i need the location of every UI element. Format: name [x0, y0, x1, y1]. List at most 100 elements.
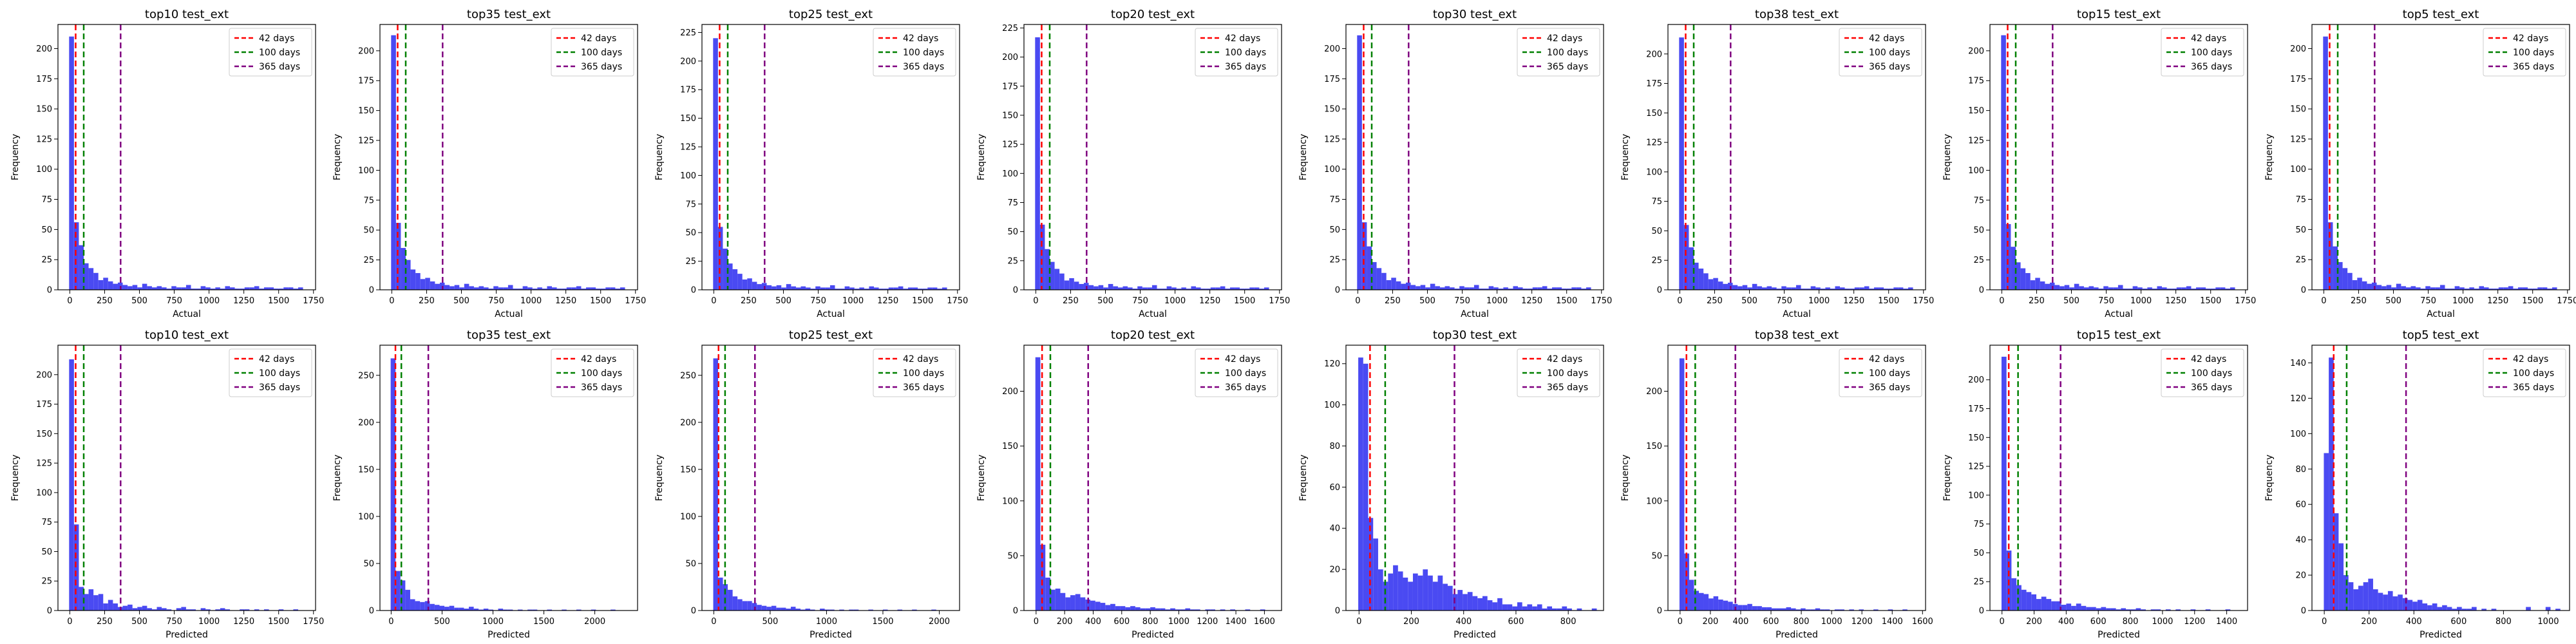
legend: 42 days 100 days 365 days — [551, 348, 634, 397]
histogram-bar — [2469, 287, 2474, 290]
y-tick-label: 25 — [1329, 256, 1340, 265]
legend-entry-label: 42 days — [2191, 354, 2226, 365]
histogram-bar — [1388, 573, 1394, 611]
y-tick-label: 75 — [1973, 196, 1984, 205]
histogram-bar — [1432, 582, 1438, 611]
legend-entry-label: 42 days — [1869, 354, 1904, 365]
histogram-bar — [2518, 287, 2523, 290]
histogram-bar — [395, 571, 401, 611]
histogram-bar — [2488, 289, 2494, 290]
histogram-bar — [2016, 585, 2022, 611]
histogram-bar — [772, 286, 777, 290]
y-tick-label: 25 — [41, 577, 52, 587]
y-tick-label: 100 — [1002, 169, 1018, 179]
histogram-bar — [185, 609, 191, 611]
histogram-bar — [527, 609, 533, 611]
x-tick-label: 1400 — [1226, 617, 1247, 627]
x-tick-label: 1750 — [1913, 296, 1934, 306]
histogram-bar — [1122, 286, 1128, 290]
legend-box — [551, 348, 634, 397]
histogram-bar — [1423, 569, 1428, 611]
histogram-bar — [1874, 287, 1879, 290]
x-tick-label: 0 — [1034, 617, 1039, 627]
histogram-bar — [1240, 289, 1245, 290]
histogram-bar — [2088, 286, 2094, 290]
histogram-bar — [1113, 286, 1118, 290]
histogram-bar — [2196, 287, 2201, 290]
legend-entry-label: 365 days — [903, 383, 944, 393]
histogram-bar — [1562, 289, 1567, 290]
x-tick-label: 1000 — [1821, 617, 1842, 627]
histogram-bar — [2532, 289, 2538, 290]
histogram-bar — [176, 287, 182, 290]
histogram-bar — [2071, 605, 2076, 611]
histogram-bar — [162, 608, 167, 611]
histogram-bar — [254, 286, 260, 290]
y-tick-label: 100 — [1646, 497, 1662, 506]
histogram-bar — [2333, 513, 2339, 611]
histogram-panel: 0 200 400 600 800 1000 1200 1400 1600 0 50 100 150 20… — [1620, 328, 1933, 640]
histogram-bar — [2342, 268, 2348, 290]
y-tick-label: 50 — [1329, 225, 1340, 235]
y-tick-label: 50 — [1651, 551, 1662, 561]
histogram-bar — [473, 287, 479, 290]
histogram-panel: 0 250 500 750 1000 1250 1500 1750 0 25 50 75 100 125 1… — [976, 8, 1290, 319]
histogram-bar — [776, 285, 782, 290]
histogram-bar — [1835, 286, 1841, 290]
y-tick-label: 150 — [680, 465, 696, 475]
histogram-bar — [1547, 606, 1552, 611]
histogram-bar — [2054, 285, 2060, 290]
histogram-bar — [1088, 285, 1094, 290]
histogram-bar — [278, 609, 284, 611]
histogram-bar — [1487, 600, 1493, 611]
y-tick-label: 200 — [680, 57, 696, 66]
y-tick-label: 25 — [2295, 256, 2306, 265]
axes-frame — [1345, 24, 1604, 290]
histogram-bar — [1557, 608, 1562, 611]
histogram-bars — [1035, 357, 1265, 611]
x-tick-label: 500 — [131, 617, 147, 627]
histogram-bar — [430, 281, 435, 290]
histogram-bars — [2324, 357, 2561, 611]
y-tick-label: 0 — [1013, 607, 1018, 616]
histogram-bar — [2165, 609, 2171, 611]
histogram-bar — [2110, 608, 2116, 611]
y-tick-label: 75 — [1329, 195, 1340, 205]
histogram-bar — [2113, 287, 2118, 290]
histogram-bar — [1542, 286, 1548, 290]
y-tick-label: 200 — [1324, 44, 1340, 54]
histogram-bar — [2523, 287, 2528, 290]
axes-frame — [2311, 24, 2570, 290]
x-tick-label: 500 — [775, 296, 791, 306]
histogram-bar — [1264, 287, 1269, 290]
legend-entry-label: 42 days — [903, 33, 938, 44]
histogram-bar — [757, 284, 762, 290]
y-tick-label: 175 — [1968, 77, 1984, 86]
histogram-bar — [829, 285, 835, 290]
legend-entry-label: 100 days — [903, 48, 944, 58]
histogram-bar — [942, 287, 947, 290]
histogram-bar — [142, 283, 147, 290]
histogram-bar — [2464, 289, 2470, 290]
x-tick-label: 500 — [131, 296, 147, 306]
histogram-bar — [1254, 287, 1260, 290]
legend-entry-label: 42 days — [2191, 33, 2226, 44]
histogram-bar — [2210, 289, 2216, 290]
histogram-bar — [2121, 608, 2126, 611]
chart-title: top15 test_ext — [2077, 8, 2161, 21]
histogram-bar — [2051, 601, 2056, 611]
axes-frame — [1667, 24, 1926, 290]
histogram-bar — [2076, 603, 2081, 611]
histogram-bar — [196, 289, 201, 290]
y-tick-label: 175 — [36, 400, 52, 410]
y-tick-label: 125 — [1968, 137, 1984, 146]
histogram-bar — [122, 605, 128, 611]
histogram-bar — [2362, 281, 2367, 290]
histogram-bar — [498, 609, 504, 611]
histogram-bar — [2508, 286, 2514, 290]
axes-frame — [1989, 24, 2248, 290]
histogram-bar — [406, 260, 411, 290]
histogram-bar — [888, 287, 894, 290]
histogram-bar — [205, 609, 211, 611]
x-tick-label: 750 — [166, 617, 182, 627]
